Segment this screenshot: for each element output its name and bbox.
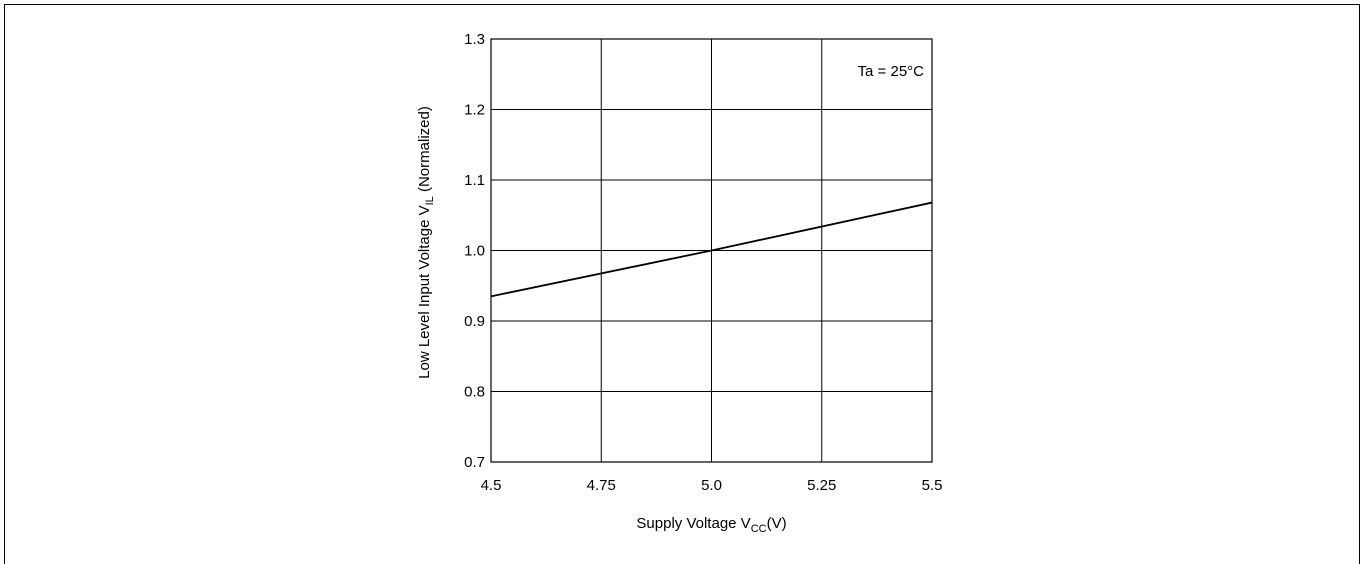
x-tick-label: 5.25 [807, 477, 836, 494]
y-tick-label: 0.9 [464, 313, 485, 330]
x-axis-label: Supply Voltage VCC(V) [636, 515, 786, 535]
x-tick-label: 4.5 [481, 477, 502, 494]
chart: 0.70.80.91.01.11.21.3 4.5 4.75 5.0 5.25 5.5 … [416, 31, 943, 535]
y-tick-label: 1.2 [464, 102, 485, 119]
y-axis-label: Low Level Input Voltage VIL (Normalized) [416, 106, 436, 379]
plot-area [490, 38, 933, 463]
y-tick-labels: 0.7 0.8 0.9 1.0 1.1 1.2 1.3 [464, 31, 485, 471]
y-axis-label-main: Low Level Input Voltage V [416, 205, 433, 378]
y-axis-label-subscript: IL [424, 196, 436, 205]
x-axis-label-main: Supply Voltage V [636, 515, 750, 532]
y-tick-label: 0.7 [464, 454, 485, 471]
x-tick-labels: 4.5 4.75 5.0 5.25 5.5 [481, 477, 943, 494]
x-tick-label: 5.0 [701, 477, 722, 494]
y-tick-label: 1.1 [464, 172, 485, 189]
x-axis-label-unit: (V) [767, 515, 787, 532]
series-layer [490, 201, 933, 298]
y-axis-label-tail: (Normalized) [416, 106, 433, 196]
series-line [490, 201, 933, 298]
figure-frame [4, 4, 1360, 564]
y-tick-label: 1.3 [464, 31, 485, 48]
temperature-annotation: Ta = 25°C [858, 63, 925, 80]
x-axis-label-subscript: CC [751, 523, 767, 535]
y-tick-label: 0.8 [464, 384, 485, 401]
x-tick-label: 4.75 [587, 477, 616, 494]
x-tick-label: 5.5 [922, 477, 943, 494]
y-tick-label: 1.0 [464, 243, 485, 260]
